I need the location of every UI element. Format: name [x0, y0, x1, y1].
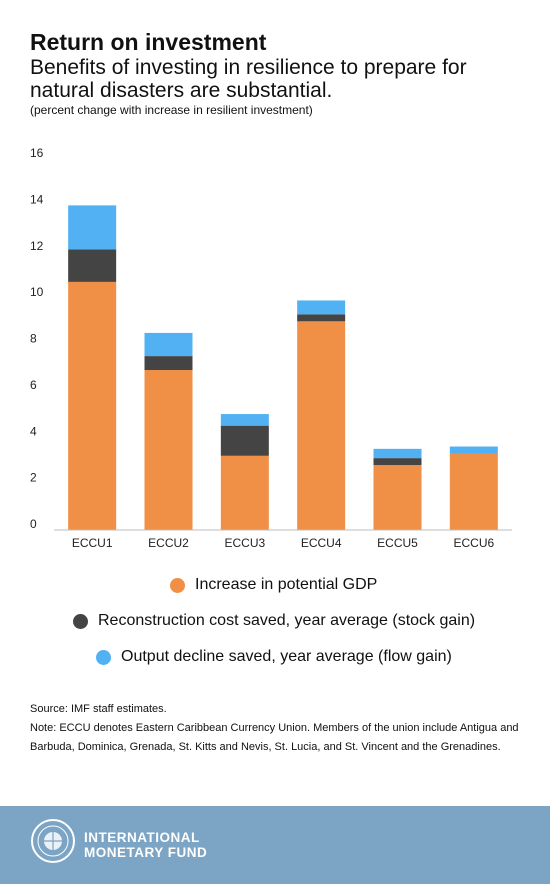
- org-name-line1: INTERNATIONAL: [84, 830, 200, 845]
- note-text: Note: ECCU denotes Eastern Caribbean Cur…: [30, 722, 519, 753]
- chart-subtitle: Benefits of investing in resilience to p…: [30, 56, 467, 102]
- x-axis-ticks: ECCU1 ECCU2 ECCU3 ECCU4 ECCU5 ECCU6: [72, 536, 495, 550]
- y-tick-label: 16: [30, 146, 44, 160]
- bar-segment-eccu4-s0: [297, 321, 346, 530]
- bar-segment-eccu5-s0: [373, 465, 422, 530]
- bars-group: [68, 205, 498, 530]
- units-note: (percent change with increase in resilie…: [30, 103, 313, 117]
- org-name: INTERNATIONAL MONETARY FUND: [84, 830, 207, 860]
- bar-segment-eccu6-s2: [449, 446, 498, 454]
- y-tick-label: 0: [30, 517, 37, 531]
- footnotes: Source: IMF staff estimates. Note: ECCU …: [30, 700, 530, 757]
- bar-segment-eccu1-s0: [68, 281, 117, 530]
- chart-title: Return on investment: [30, 29, 267, 55]
- bar-segment-eccu1-s1: [68, 249, 117, 282]
- org-name-line2: MONETARY FUND: [84, 845, 208, 860]
- x-tick-label: ECCU1: [72, 536, 113, 550]
- y-tick-label: 2: [30, 471, 37, 485]
- legend-item-potential-gdp: Increase in potential GDP: [170, 576, 377, 594]
- bar-segment-eccu6-s0: [449, 453, 498, 530]
- legend-label: Increase in potential GDP: [195, 576, 378, 593]
- imf-seal-icon: [31, 819, 75, 863]
- x-tick-label: ECCU3: [224, 536, 265, 550]
- bar-segment-eccu2-s0: [144, 370, 193, 530]
- y-tick-label: 14: [30, 192, 44, 206]
- bar-segment-eccu5-s1: [373, 458, 422, 466]
- x-tick-label: ECCU6: [453, 536, 494, 550]
- legend-item-reconstruction: Reconstruction cost saved, year average …: [73, 612, 475, 630]
- bar-segment-eccu2-s2: [144, 332, 193, 357]
- y-tick-label: 6: [30, 378, 37, 392]
- x-tick-label: ECCU4: [301, 536, 342, 550]
- legend-label: Reconstruction cost saved, year average …: [98, 612, 476, 629]
- bar-segment-eccu3-s2: [220, 414, 269, 426]
- y-tick-label: 12: [30, 239, 44, 253]
- source-text: Source: IMF staff estimates.: [30, 703, 167, 715]
- y-axis-ticks: 0 2 4 6 8 10 12 14 16: [30, 146, 44, 531]
- bar-segment-eccu5-s2: [373, 448, 422, 459]
- bar-segment-eccu4-s2: [297, 300, 346, 315]
- bar-segment-eccu3-s1: [220, 425, 269, 456]
- y-tick-label: 8: [30, 332, 37, 346]
- bar-segment-eccu1-s2: [68, 205, 117, 250]
- legend-swatch-dark: [73, 613, 88, 629]
- footer-bar: INTERNATIONAL MONETARY FUND: [0, 806, 550, 884]
- legend-item-output-decline: Output decline saved, year average (flow…: [96, 648, 452, 666]
- x-tick-label: ECCU2: [148, 536, 189, 550]
- y-tick-label: 10: [30, 285, 44, 299]
- legend-swatch-blue: [96, 649, 111, 665]
- x-tick-label: ECCU5: [377, 536, 418, 550]
- bar-segment-eccu4-s1: [297, 314, 346, 322]
- legend-label: Output decline saved, year average (flow…: [121, 648, 452, 665]
- legend-swatch-orange: [170, 577, 185, 593]
- bar-segment-eccu3-s0: [220, 455, 269, 530]
- y-tick-label: 4: [30, 424, 37, 438]
- bar-segment-eccu2-s1: [144, 356, 193, 371]
